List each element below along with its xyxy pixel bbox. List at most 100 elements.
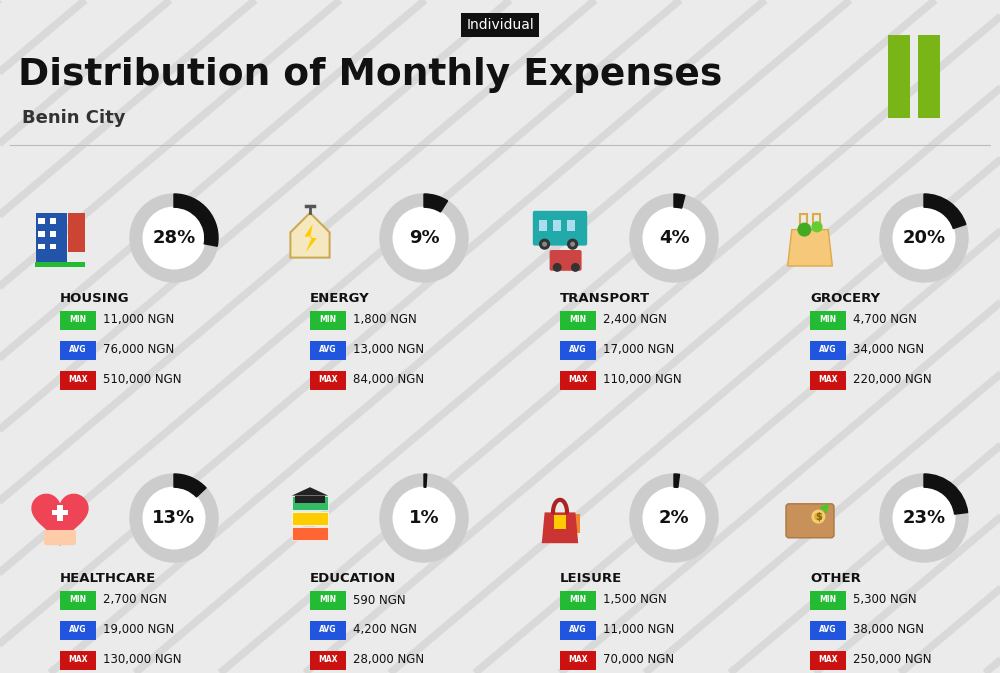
FancyBboxPatch shape	[50, 219, 56, 224]
Text: MIN: MIN	[569, 316, 587, 324]
FancyBboxPatch shape	[36, 213, 67, 263]
Text: 38,000 NGN: 38,000 NGN	[853, 623, 924, 637]
Circle shape	[553, 263, 562, 272]
Text: 110,000 NGN: 110,000 NGN	[603, 374, 682, 386]
Text: AVG: AVG	[69, 345, 87, 355]
Circle shape	[539, 238, 550, 250]
Text: 590 NGN: 590 NGN	[353, 594, 406, 606]
FancyBboxPatch shape	[60, 310, 96, 330]
Text: ENERGY: ENERGY	[310, 291, 370, 304]
Text: MIN: MIN	[819, 596, 837, 604]
Text: MAX: MAX	[568, 376, 588, 384]
Text: OTHER: OTHER	[810, 571, 861, 584]
Polygon shape	[290, 213, 330, 258]
Wedge shape	[674, 474, 680, 487]
Text: MIN: MIN	[569, 596, 587, 604]
Circle shape	[542, 242, 547, 247]
Text: MAX: MAX	[68, 376, 88, 384]
Wedge shape	[174, 474, 206, 497]
FancyBboxPatch shape	[60, 371, 96, 390]
Polygon shape	[292, 487, 328, 495]
FancyBboxPatch shape	[560, 621, 596, 639]
FancyBboxPatch shape	[786, 504, 834, 538]
Wedge shape	[130, 474, 218, 562]
Text: 11,000 NGN: 11,000 NGN	[103, 314, 174, 326]
Text: MIN: MIN	[319, 316, 337, 324]
Circle shape	[393, 487, 455, 548]
Circle shape	[567, 238, 578, 250]
FancyBboxPatch shape	[60, 651, 96, 670]
Text: MAX: MAX	[318, 656, 338, 664]
Wedge shape	[924, 194, 966, 228]
Text: 20%: 20%	[902, 229, 946, 247]
Text: 70,000 NGN: 70,000 NGN	[603, 653, 674, 666]
Text: AVG: AVG	[569, 345, 587, 355]
FancyBboxPatch shape	[553, 220, 561, 231]
FancyBboxPatch shape	[533, 211, 587, 246]
Circle shape	[893, 487, 955, 548]
Text: 130,000 NGN: 130,000 NGN	[103, 653, 182, 666]
Text: AVG: AVG	[819, 625, 837, 635]
Wedge shape	[380, 474, 468, 562]
Text: MIN: MIN	[319, 596, 337, 604]
Circle shape	[571, 263, 580, 272]
FancyBboxPatch shape	[567, 220, 575, 231]
Polygon shape	[542, 512, 578, 543]
FancyBboxPatch shape	[60, 621, 96, 639]
FancyBboxPatch shape	[566, 513, 580, 534]
Text: Benin City: Benin City	[22, 109, 126, 127]
Circle shape	[811, 221, 823, 232]
Polygon shape	[788, 229, 832, 266]
Circle shape	[143, 487, 205, 548]
Wedge shape	[674, 194, 685, 208]
Circle shape	[893, 207, 955, 269]
FancyBboxPatch shape	[35, 262, 85, 267]
Text: 19,000 NGN: 19,000 NGN	[103, 623, 174, 637]
FancyBboxPatch shape	[292, 511, 328, 525]
Text: 28%: 28%	[152, 229, 196, 247]
FancyBboxPatch shape	[38, 231, 45, 237]
FancyBboxPatch shape	[52, 509, 68, 516]
Text: HOUSING: HOUSING	[60, 291, 130, 304]
Text: 2,700 NGN: 2,700 NGN	[103, 594, 167, 606]
Wedge shape	[380, 194, 468, 282]
FancyBboxPatch shape	[310, 341, 346, 359]
Text: 1,500 NGN: 1,500 NGN	[603, 594, 667, 606]
FancyBboxPatch shape	[310, 621, 346, 639]
Text: AVG: AVG	[569, 625, 587, 635]
Text: LEISURE: LEISURE	[560, 571, 622, 584]
Text: MIN: MIN	[819, 316, 837, 324]
Wedge shape	[424, 474, 427, 487]
Text: EDUCATION: EDUCATION	[310, 571, 396, 584]
FancyBboxPatch shape	[50, 244, 56, 249]
Text: 4,700 NGN: 4,700 NGN	[853, 314, 917, 326]
Text: 2%: 2%	[659, 509, 689, 527]
Text: $: $	[815, 511, 822, 522]
FancyBboxPatch shape	[560, 371, 596, 390]
Text: 9%: 9%	[409, 229, 439, 247]
FancyBboxPatch shape	[810, 371, 846, 390]
Circle shape	[570, 242, 575, 247]
Text: MIN: MIN	[69, 316, 87, 324]
FancyBboxPatch shape	[38, 244, 45, 249]
Text: 2,400 NGN: 2,400 NGN	[603, 314, 667, 326]
FancyBboxPatch shape	[810, 651, 846, 670]
Polygon shape	[304, 224, 317, 252]
FancyBboxPatch shape	[60, 341, 96, 359]
FancyBboxPatch shape	[310, 310, 346, 330]
Text: 17,000 NGN: 17,000 NGN	[603, 343, 674, 357]
FancyBboxPatch shape	[550, 250, 582, 271]
Text: AVG: AVG	[319, 625, 337, 635]
Text: AVG: AVG	[319, 345, 337, 355]
Text: AVG: AVG	[819, 345, 837, 355]
FancyBboxPatch shape	[310, 371, 346, 390]
Circle shape	[393, 207, 455, 269]
Text: MAX: MAX	[68, 656, 88, 664]
FancyBboxPatch shape	[292, 496, 328, 509]
Text: GROCERY: GROCERY	[810, 291, 880, 304]
Text: MIN: MIN	[69, 596, 87, 604]
FancyBboxPatch shape	[810, 590, 846, 610]
Wedge shape	[924, 474, 968, 514]
Text: 84,000 NGN: 84,000 NGN	[353, 374, 424, 386]
Text: 1%: 1%	[409, 509, 439, 527]
